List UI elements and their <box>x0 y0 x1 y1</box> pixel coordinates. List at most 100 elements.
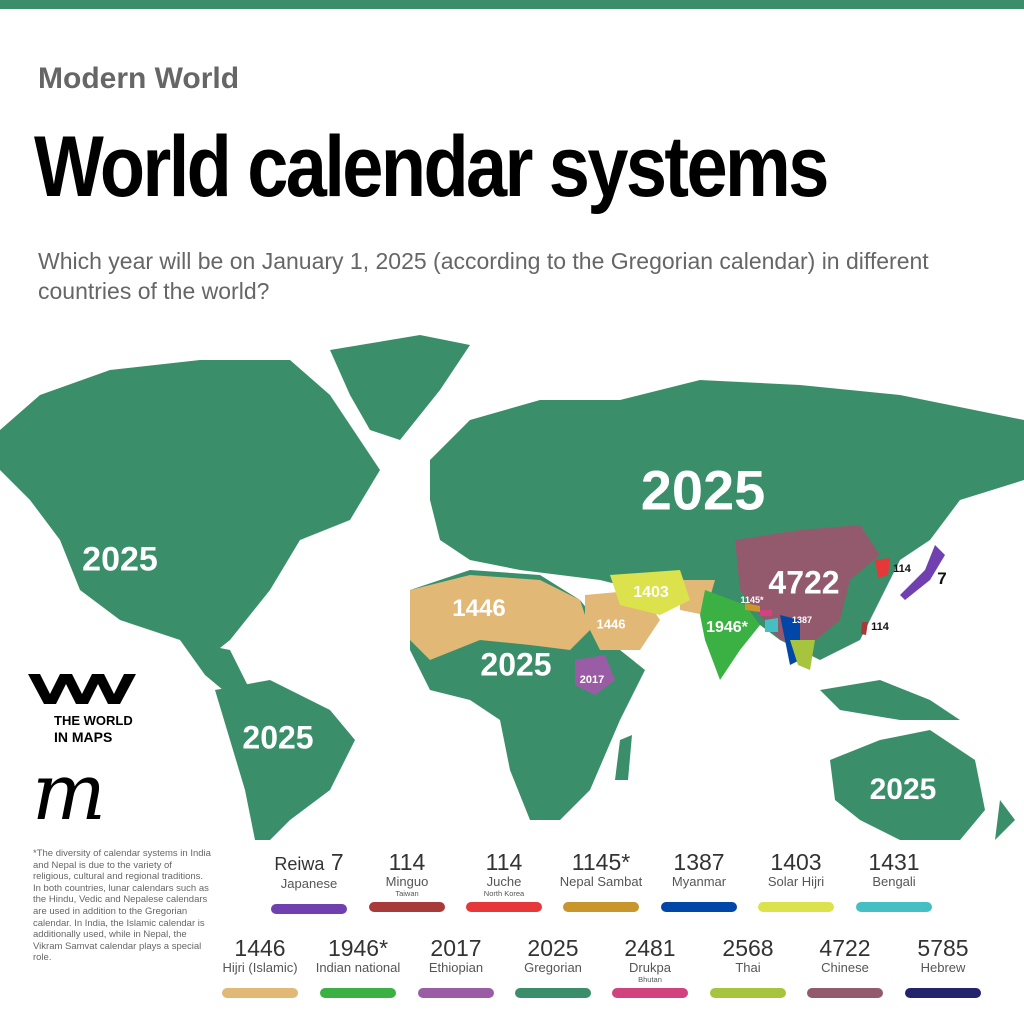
legend-region <box>310 975 406 984</box>
legend-color-swatch <box>271 904 347 914</box>
legend-region <box>408 975 504 984</box>
legend-color-swatch <box>758 902 834 912</box>
logo-line-1: THE WORLD <box>54 713 133 728</box>
legend-year-value: 1403 <box>770 849 822 875</box>
legend-color-swatch <box>905 988 981 998</box>
script-m-signature-icon: m <box>32 748 106 838</box>
legend-region: Taiwan <box>395 889 419 898</box>
legend-region <box>895 975 991 984</box>
legend-calendar-name: Hijri (Islamic) <box>222 960 298 975</box>
legend-year: 1403 <box>748 850 844 874</box>
legend-item: 1431 Bengali <box>846 850 942 912</box>
legend-item: Reiwa 7 Japanese <box>261 850 357 914</box>
legend-item: 2017 Ethiopian <box>408 936 504 998</box>
legend-calendar-name: Juche <box>486 874 522 889</box>
legend-color-swatch <box>222 988 298 998</box>
label-taiwan: 114 <box>871 621 889 633</box>
legend-year: 2481 <box>602 936 698 960</box>
legend-calendar-name: Minguo <box>385 874 429 889</box>
legend-calendar-name: Gregorian <box>524 960 582 975</box>
central-america <box>180 640 250 700</box>
legend-item: 114 Minguo Taiwan <box>359 850 455 912</box>
legend-region: North Korea <box>483 889 525 898</box>
legend-year-value: 2568 <box>722 935 774 961</box>
legend-year-value: 7 <box>330 849 344 875</box>
label-north-korea: 114 <box>893 563 911 575</box>
legend-year: 1446 <box>212 936 308 960</box>
legend-calendar-name: Japanese <box>280 876 338 891</box>
legend-item: 2025 Gregorian <box>505 936 601 998</box>
legend-year: 2025 <box>505 936 601 960</box>
top-accent-bar <box>0 0 1024 9</box>
legend-color-swatch <box>369 902 445 912</box>
legend-year-value: 2025 <box>527 935 579 961</box>
legend-color-swatch <box>661 902 737 912</box>
legend-year: 5785 <box>895 936 991 960</box>
subtitle: Which year will be on January 1, 2025 (a… <box>38 248 929 304</box>
legend-color-swatch <box>563 902 639 912</box>
label-africa: 2025 <box>480 646 552 683</box>
legend-year: 114 <box>359 850 455 874</box>
legend-region <box>651 889 747 898</box>
legend-prefix: Reiwa <box>274 854 325 874</box>
label-north-america: 2025 <box>82 540 158 579</box>
world-map <box>0 335 1024 840</box>
label-india: 1946* <box>706 619 748 636</box>
legend-item: 1145* Nepal Sambat <box>553 850 649 912</box>
legend-region <box>846 889 942 898</box>
legend-calendar-name: Solar Hijri <box>767 874 825 889</box>
legend-year: 4722 <box>797 936 893 960</box>
label-sahara: 1446 <box>452 595 506 622</box>
region-thai <box>790 640 815 670</box>
legend-item: 1946* Indian national <box>310 936 406 998</box>
region-drukpa <box>760 610 772 616</box>
label-russia: 2025 <box>640 458 766 522</box>
legend-year-value: 4722 <box>819 935 871 961</box>
legend-calendar-name: Ethiopian <box>428 960 484 975</box>
label-ethiopia: 2017 <box>579 674 605 686</box>
southeast-asia-islands <box>820 680 960 720</box>
region-indian <box>700 590 760 680</box>
legend-color-swatch <box>856 902 932 912</box>
legend-region: Bhutan <box>638 975 662 984</box>
legend-color-swatch <box>418 988 494 998</box>
label-myanmar: 1387 <box>791 615 813 625</box>
legend-region <box>505 975 601 984</box>
region-juche <box>875 558 890 578</box>
madagascar <box>615 735 632 780</box>
footnote: *The diversity of calendar systems in In… <box>33 848 211 964</box>
new-zealand <box>995 800 1015 840</box>
legend-region <box>212 975 308 984</box>
greenland <box>330 335 470 440</box>
legend-calendar-name: Indian national <box>315 960 401 975</box>
legend-year: 114 <box>456 850 552 874</box>
legend-color-swatch <box>515 988 591 998</box>
legend-year-value: 1946* <box>327 935 389 961</box>
legend-calendar-name: Hebrew <box>920 960 966 975</box>
region-nepal <box>745 603 760 612</box>
legend-year: 2568 <box>700 936 796 960</box>
legend-year: 1946* <box>310 936 406 960</box>
label-japan: 7 <box>937 569 947 588</box>
region-hijri <box>410 575 590 660</box>
legend-year-value: 1431 <box>868 849 920 875</box>
legend-year-value: 1145* <box>571 849 631 875</box>
region-bengali <box>765 618 778 632</box>
legend-item: 2481 Drukpa Bhutan <box>602 936 698 998</box>
legend-item: 1403 Solar Hijri <box>748 850 844 912</box>
legend-item: 114 Juche North Korea <box>456 850 552 912</box>
legend-year-value: 1387 <box>673 849 725 875</box>
label-iran: 1403 <box>633 584 669 601</box>
legend-color-swatch <box>710 988 786 998</box>
legend-color-swatch <box>612 988 688 998</box>
label-australia: 2025 <box>869 773 937 806</box>
europe-asia <box>430 380 1024 660</box>
australia <box>830 730 985 840</box>
legend-color-swatch <box>466 902 542 912</box>
legend-year: 1431 <box>846 850 942 874</box>
legend-calendar-name: Chinese <box>821 960 869 975</box>
legend-item: 2568 Thai <box>700 936 796 998</box>
legend-region <box>700 975 796 984</box>
logo-line-2: IN MAPS <box>54 729 113 745</box>
label-south-america: 2025 <box>242 719 314 756</box>
